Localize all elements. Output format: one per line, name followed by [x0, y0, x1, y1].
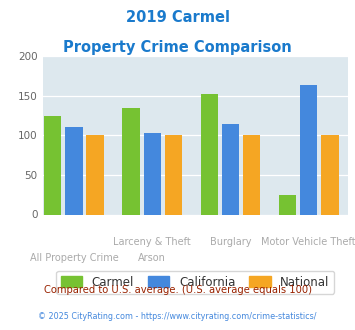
Bar — [201, 94, 218, 214]
Bar — [300, 85, 317, 214]
Text: Property Crime Comparison: Property Crime Comparison — [63, 40, 292, 54]
Text: Compared to U.S. average. (U.S. average equals 100): Compared to U.S. average. (U.S. average … — [44, 285, 311, 295]
Bar — [279, 195, 296, 214]
Legend: Carmel, California, National: Carmel, California, National — [56, 271, 334, 294]
Bar — [321, 135, 339, 214]
Bar — [165, 135, 182, 214]
Text: Arson: Arson — [138, 252, 166, 263]
Bar — [86, 135, 104, 214]
Bar — [65, 127, 82, 214]
Text: All Property Crime: All Property Crime — [29, 252, 118, 263]
Bar — [243, 135, 260, 214]
Bar — [44, 115, 61, 214]
Text: © 2025 CityRating.com - https://www.cityrating.com/crime-statistics/: © 2025 CityRating.com - https://www.city… — [38, 312, 317, 321]
Text: Burglary: Burglary — [210, 237, 251, 247]
Text: 2019 Carmel: 2019 Carmel — [126, 10, 229, 25]
Bar — [122, 108, 140, 214]
Text: Larceny & Theft: Larceny & Theft — [113, 237, 191, 247]
Bar — [143, 133, 161, 214]
Text: Motor Vehicle Theft: Motor Vehicle Theft — [261, 237, 355, 247]
Bar — [222, 124, 239, 214]
